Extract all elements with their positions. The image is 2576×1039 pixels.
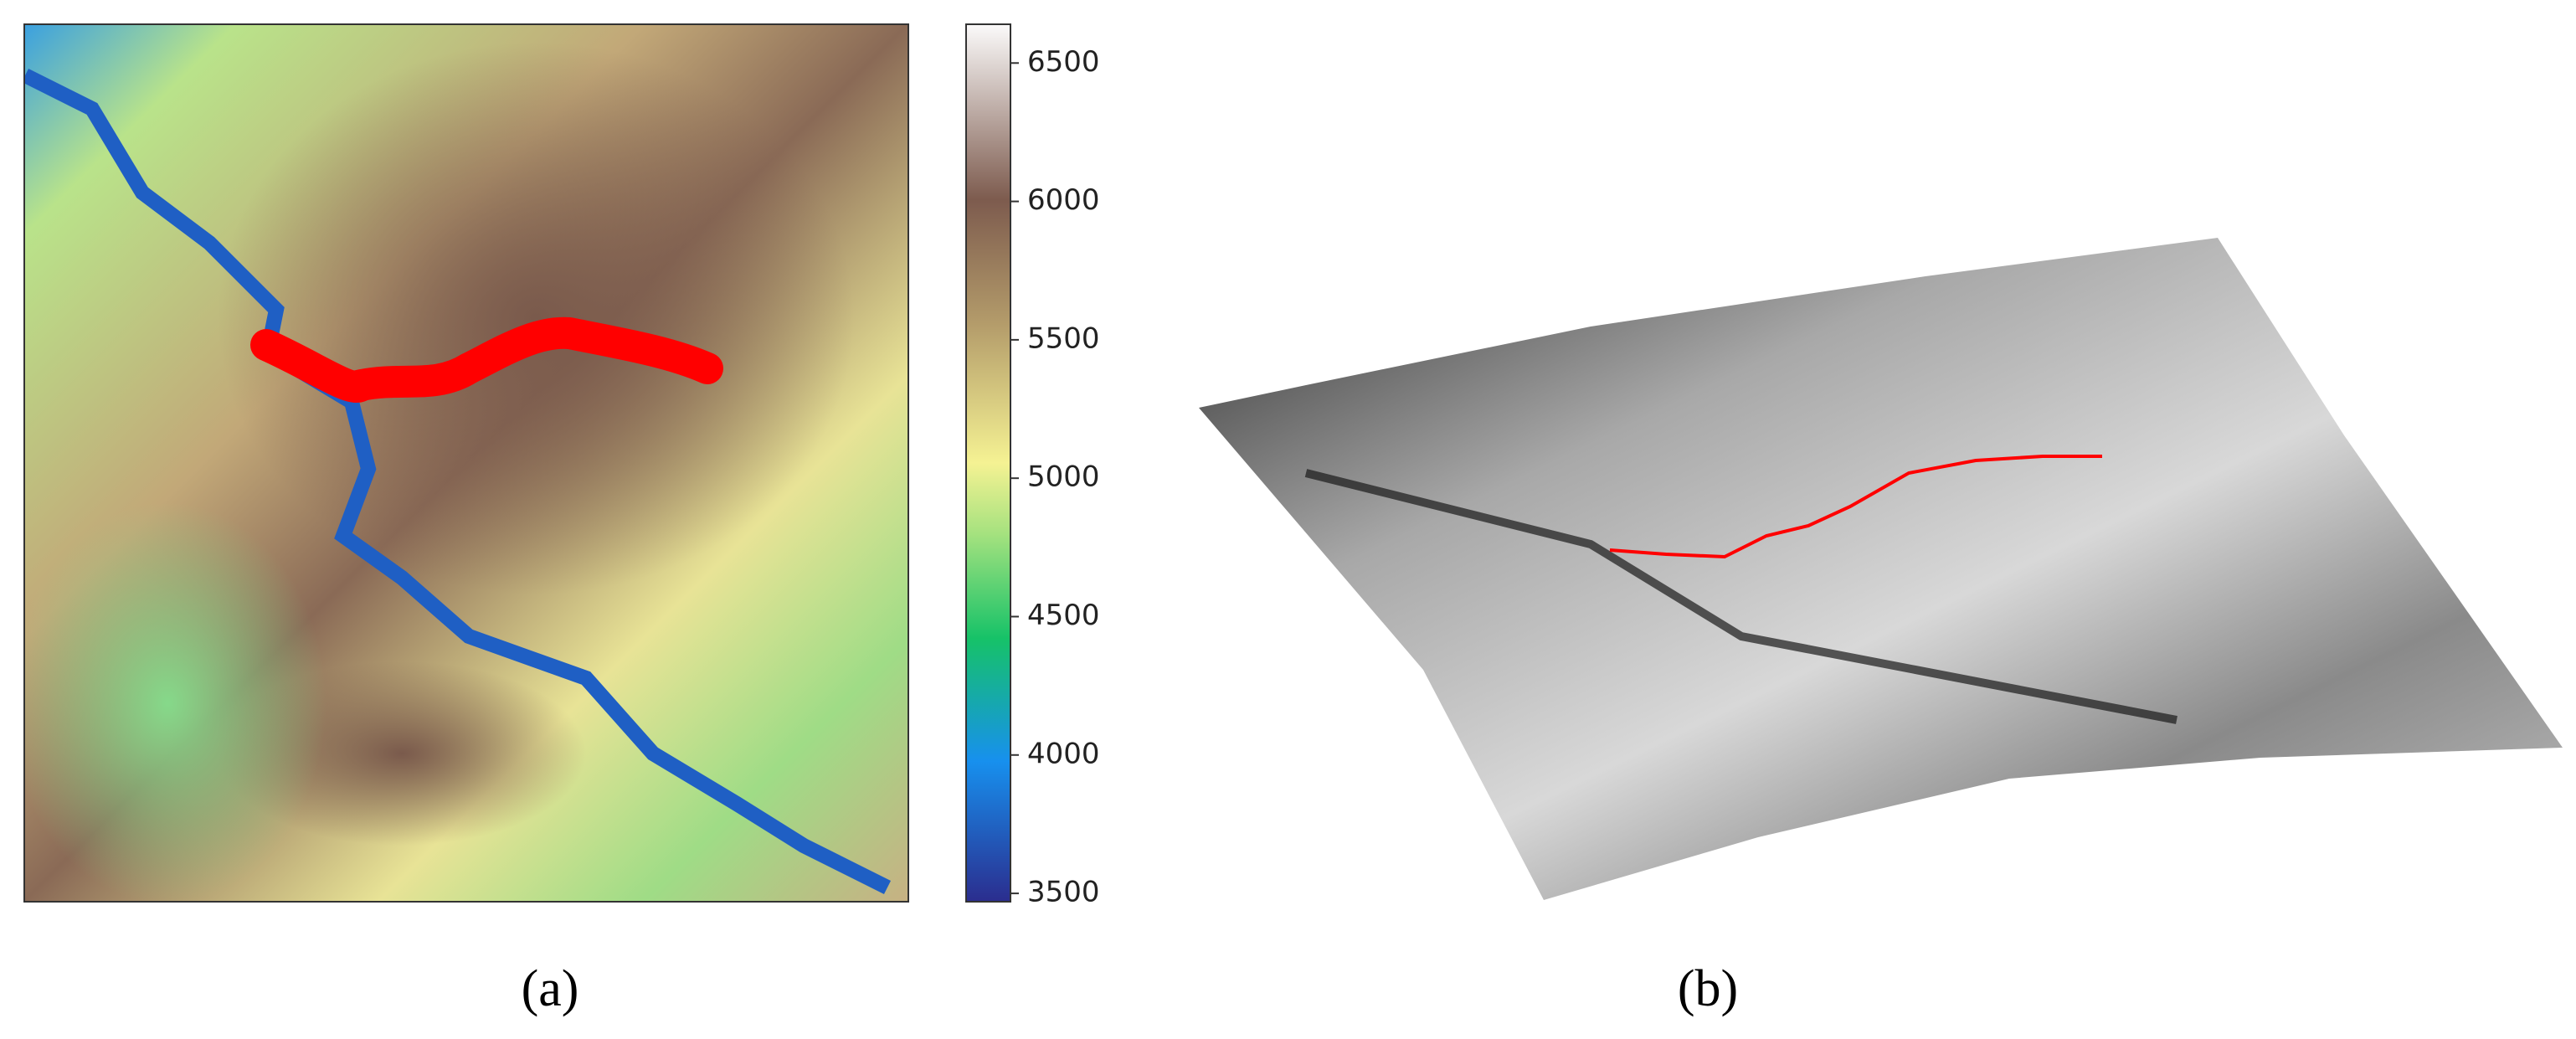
colorbar: 3500 4000 4500 5000 5500 6000 6500 [965, 23, 1100, 909]
elevation-map [24, 24, 908, 902]
colorbar-tick-label: 6500 [1027, 45, 1100, 79]
colorbar-body [965, 23, 1011, 903]
colorbar-tick-label: 3500 [1027, 876, 1100, 909]
colorbar-tick-label: 4500 [1027, 599, 1100, 632]
colorbar-tick-label: 4000 [1027, 737, 1100, 770]
route-3d [1609, 455, 2102, 559]
surface-3d [1199, 238, 2563, 900]
surface [1199, 238, 2563, 900]
panel-label: (b) [1678, 960, 1738, 1017]
panel-label: (a) [522, 960, 579, 1017]
map-frame [23, 23, 909, 903]
valley [1304, 469, 2178, 724]
colorbar-tick-label: 5500 [1027, 321, 1100, 355]
colorbar-tick-label: 6000 [1027, 183, 1100, 217]
colorbar-tick-label: 5000 [1027, 460, 1100, 494]
route [250, 316, 723, 403]
river [24, 68, 892, 895]
